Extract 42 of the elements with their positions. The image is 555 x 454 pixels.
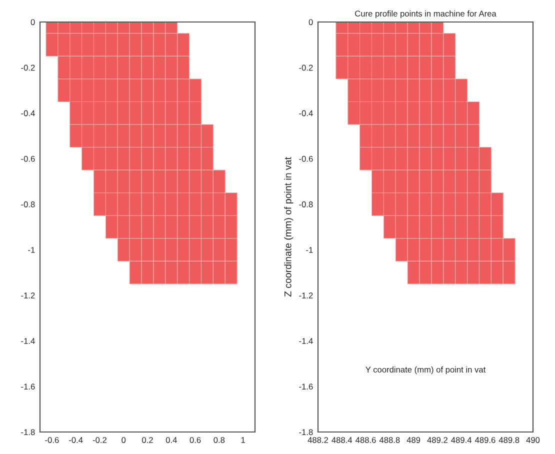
y-tick-label: -0.6 (299, 156, 313, 162)
x-tick-label: 488.6 (356, 437, 376, 443)
y-tick-label: -1.6 (299, 384, 313, 390)
y-tick-label: -1.8 (21, 429, 35, 436)
x-tick-label: -0.4 (69, 437, 83, 443)
chart-title: Cure profile points in machine for Area (355, 10, 496, 18)
y-tick-label: -0.2 (21, 64, 35, 71)
x-tick-label: -0.2 (92, 437, 106, 443)
x-tick-label: -0.6 (45, 437, 59, 443)
x-tick-label: 489.2 (427, 437, 448, 443)
x-tick-label: 490 (526, 437, 540, 443)
y-tick-label: 0 (30, 19, 35, 26)
y-tick-label: -0.4 (299, 110, 313, 116)
x-tick-label: 489 (406, 437, 420, 443)
y-tick-label: -1.2 (299, 292, 313, 298)
y-tick-label: -1 (306, 247, 313, 253)
x-tick-label: 0.2 (142, 437, 153, 443)
y-tick-label: -0.6 (21, 156, 35, 162)
x-tick-label: 1 (241, 437, 245, 443)
y-tick-label: -1.4 (21, 338, 35, 344)
x-tick-label: 488.4 (332, 437, 352, 443)
x-tick-label: 0.4 (166, 437, 177, 443)
y-tick-label: -1.2 (21, 292, 35, 298)
x-tick-label: 488.2 (308, 437, 328, 443)
x-tick-label: 0.8 (214, 437, 225, 443)
x-tick-label: 489.8 (498, 437, 520, 443)
y-tick-label: -1.4 (299, 338, 313, 344)
y-tick-label: -0.8 (299, 201, 313, 208)
y-tick-label: -1.6 (21, 384, 35, 390)
y-tick-label: 0 (308, 19, 313, 26)
x-tick-label: 0.6 (190, 437, 201, 443)
y-tick-label: -1.8 (299, 429, 313, 436)
y-axis-title: Z coordinate (mm) of point in vat (284, 157, 294, 297)
y-tick-label: -0.2 (299, 64, 313, 71)
x-tick-label: 489.6 (474, 437, 496, 443)
y-tick-label: -1 (28, 247, 35, 253)
x-tick-label: 0 (122, 437, 126, 443)
x-axis-title: Y coordinate (mm) of point in vat (366, 366, 486, 374)
x-tick-label: 488.8 (379, 437, 400, 443)
y-tick-label: -0.4 (21, 110, 35, 116)
x-tick-label: 489.4 (451, 437, 472, 443)
y-tick-label: -0.8 (21, 201, 35, 208)
